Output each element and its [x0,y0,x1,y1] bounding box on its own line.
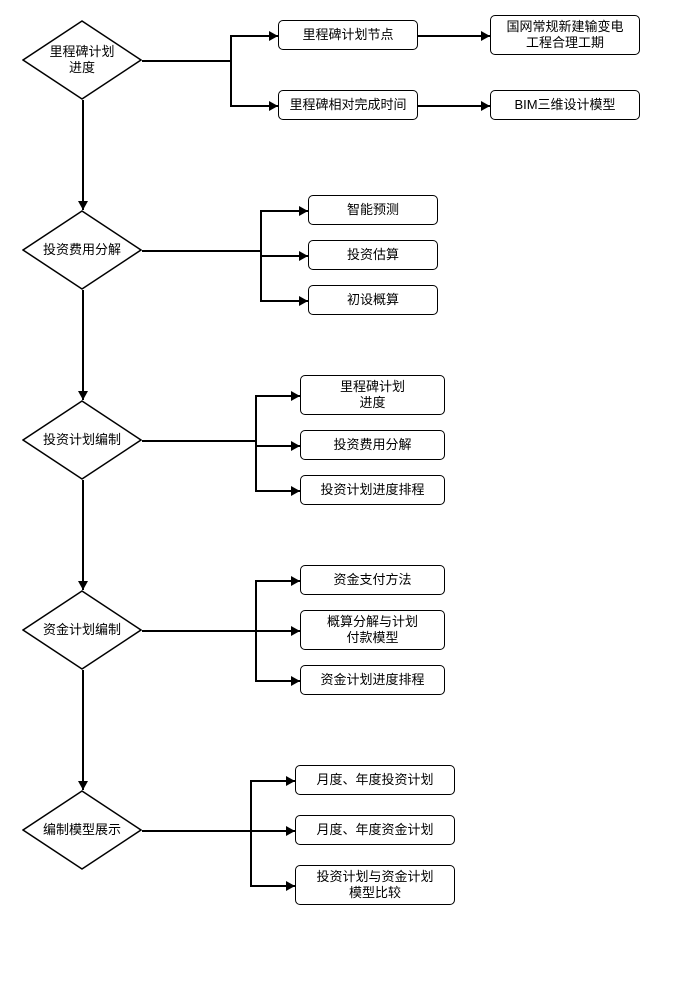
connector-h [418,35,490,37]
rect-r2b: 投资估算 [308,240,438,270]
connector-h [418,105,490,107]
arrowhead-right [291,676,300,686]
arrowhead-right [291,576,300,586]
rect-r2c: 初设概算 [308,285,438,315]
arrowhead-right [286,826,295,836]
diamond-d1: 里程碑计划进度 [22,20,142,100]
diamond-d5: 编制模型展示 [22,790,142,870]
rect-r4a: 资金支付方法 [300,565,445,595]
connector-h [142,60,230,62]
rect-r4c: 资金计划进度排程 [300,665,445,695]
arrowhead-right [291,626,300,636]
rect-r5b: 月度、年度资金计划 [295,815,455,845]
arrowhead-right [269,31,278,41]
rect-r4b: 概算分解与计划付款模型 [300,610,445,650]
connector-v [250,780,252,885]
connector-h [142,830,250,832]
connector-v [82,100,84,210]
arrowhead-right [299,251,308,261]
arrowhead-right [291,391,300,401]
rect-r5c: 投资计划与资金计划模型比较 [295,865,455,905]
diamond-label-d2: 投资费用分解 [31,242,133,258]
diamond-label-d1: 里程碑计划进度 [37,44,126,75]
arrowhead-down [78,201,88,210]
arrowhead-right [299,296,308,306]
flowchart-canvas: 里程碑计划进度投资费用分解投资计划编制资金计划编制编制模型展示里程碑计划节点里程… [0,0,678,1000]
connector-v [82,670,84,790]
arrowhead-right [286,881,295,891]
arrowhead-right [299,206,308,216]
diamond-d4: 资金计划编制 [22,590,142,670]
connector-v [82,290,84,400]
rect-r2a: 智能预测 [308,195,438,225]
arrowhead-down [78,581,88,590]
arrowhead-right [291,441,300,451]
diamond-label-d4: 资金计划编制 [31,622,133,638]
diamond-label-d5: 编制模型展示 [31,822,133,838]
connector-h [142,440,255,442]
connector-h [142,250,260,252]
arrowhead-right [481,31,490,41]
rect-r1a: 里程碑计划节点 [278,20,418,50]
arrowhead-right [291,486,300,496]
connector-h [142,630,255,632]
rect-r1c: 国网常规新建输变电工程合理工期 [490,15,640,55]
connector-v [230,35,232,105]
rect-r5a: 月度、年度投资计划 [295,765,455,795]
connector-v [255,395,257,490]
rect-r1d: BIM三维设计模型 [490,90,640,120]
diamond-label-d3: 投资计划编制 [31,432,133,448]
arrowhead-right [481,101,490,111]
diamond-d3: 投资计划编制 [22,400,142,480]
rect-r3c: 投资计划进度排程 [300,475,445,505]
rect-r1b: 里程碑相对完成时间 [278,90,418,120]
arrowhead-down [78,781,88,790]
rect-r3b: 投资费用分解 [300,430,445,460]
arrowhead-right [286,776,295,786]
connector-v [82,480,84,590]
diamond-d2: 投资费用分解 [22,210,142,290]
arrowhead-down [78,391,88,400]
rect-r3a: 里程碑计划进度 [300,375,445,415]
arrowhead-right [269,101,278,111]
